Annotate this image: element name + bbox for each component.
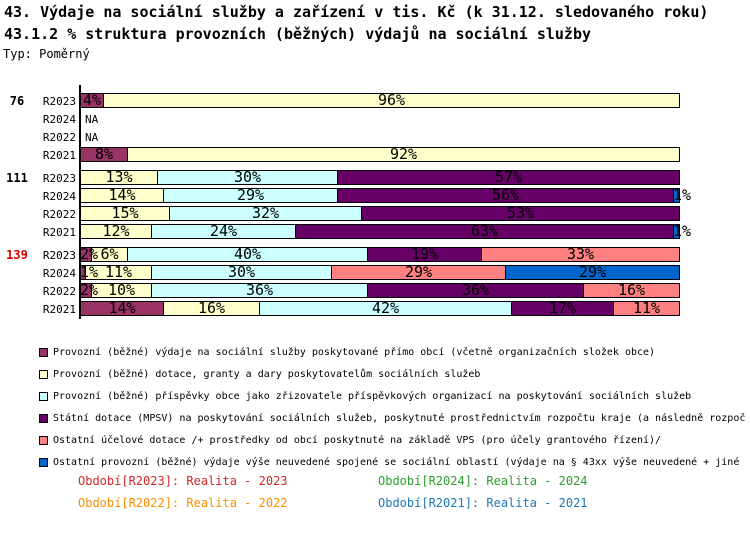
bar-segment bbox=[481, 247, 680, 262]
bar-segment-label: 4% bbox=[82, 91, 102, 109]
row-label: R2023 bbox=[42, 172, 76, 185]
period-label: Období[R2023]: Realita - 2023 bbox=[78, 474, 288, 488]
na-label: NA bbox=[85, 131, 99, 144]
bar-segment-label: 40% bbox=[233, 245, 262, 263]
group-label: 76 bbox=[9, 94, 25, 108]
row-label: R2021 bbox=[42, 303, 76, 316]
bar-segment-label: 10% bbox=[107, 281, 136, 299]
bar-segment-label: 17% bbox=[548, 299, 577, 317]
bar-segment-label: 24% bbox=[209, 222, 238, 240]
bar-segment-label: 29% bbox=[578, 263, 607, 281]
row-label: R2024 bbox=[42, 113, 76, 126]
bar-segment-label: 15% bbox=[111, 204, 139, 222]
row-label: R2023 bbox=[42, 249, 76, 262]
bar-segment-label: 36% bbox=[461, 281, 490, 299]
period-label: Období[R2024]: Realita - 2024 bbox=[378, 474, 588, 488]
legend-swatch bbox=[39, 348, 48, 357]
na-label: NA bbox=[85, 113, 99, 126]
bar-segment bbox=[505, 265, 680, 280]
row-label: R2022 bbox=[42, 285, 76, 298]
bar-segment-label: 96% bbox=[377, 91, 406, 109]
bar-segment-label: 14% bbox=[108, 299, 136, 317]
bar-segment-label: 29% bbox=[236, 186, 265, 204]
bar-segment-label: 42% bbox=[371, 299, 400, 317]
legend-label: Státní dotace (MPSV) na poskytování soci… bbox=[53, 413, 746, 424]
bar-segment-label: 53% bbox=[506, 204, 535, 222]
period-label: Období[R2022]: Realita - 2022 bbox=[78, 496, 288, 510]
legend-label: Provozní (běžné) příspěvky obce jako zři… bbox=[53, 391, 692, 402]
legend-swatch bbox=[39, 392, 48, 401]
group-label: 111 bbox=[6, 171, 28, 185]
row-label: R2021 bbox=[42, 149, 76, 162]
bar-segment bbox=[127, 147, 680, 162]
chart-type-label: Typ: Poměrný bbox=[3, 47, 90, 61]
legend-swatch bbox=[39, 414, 48, 423]
row-label: R2023 bbox=[42, 95, 76, 108]
legend-swatch bbox=[39, 436, 48, 445]
bar-segment-label: 8% bbox=[94, 145, 114, 163]
bar-segment-label: 16% bbox=[617, 281, 646, 299]
legend-label: Provozní (běžné) výdaje na sociální služ… bbox=[53, 347, 656, 358]
legend-swatch bbox=[39, 370, 48, 379]
bar-segment-label: 30% bbox=[227, 263, 256, 281]
row-label: R2021 bbox=[42, 226, 76, 239]
bar-segment-label: 12% bbox=[102, 222, 130, 240]
row-label: R2024 bbox=[42, 190, 76, 203]
legend-label: Ostatní provozní (běžné) výdaje výše neu… bbox=[53, 457, 740, 468]
legend-swatch bbox=[39, 458, 48, 467]
bar-segment bbox=[361, 206, 680, 221]
bar-segment-label: 11% bbox=[632, 299, 661, 317]
bar-segment bbox=[673, 188, 680, 203]
bar-segment-label: 11% bbox=[104, 263, 133, 281]
bar-segment-label: 92% bbox=[389, 145, 418, 163]
axis-line bbox=[79, 85, 81, 165]
bar-segment-label: 57% bbox=[494, 168, 523, 186]
axis-line bbox=[79, 242, 81, 319]
bar-segment-label: 29% bbox=[404, 263, 433, 281]
bar-segment-label: 16% bbox=[197, 299, 226, 317]
bar-segment-label: 30% bbox=[233, 168, 262, 186]
legend-label: Ostatní účelové dotace /+ prostředky od … bbox=[53, 435, 662, 446]
bar-segment bbox=[337, 170, 680, 185]
bar-segment-label: 1% bbox=[673, 186, 692, 204]
chart-title: 43. Výdaje na sociální služby a zařízení… bbox=[4, 3, 709, 21]
bar-segment-label: 33% bbox=[566, 245, 595, 263]
bar-segment-label: 14% bbox=[108, 186, 136, 204]
bar-segment-label: 1% bbox=[673, 222, 692, 240]
chart-subtitle: 43.1.2 % struktura provozních (běžných) … bbox=[4, 25, 591, 43]
row-label: R2024 bbox=[42, 267, 76, 280]
bar-segment-label: 19% bbox=[410, 245, 439, 263]
row-label: R2022 bbox=[42, 131, 76, 144]
bar-segment-label: 63% bbox=[470, 222, 499, 240]
period-label: Období[R2021]: Realita - 2021 bbox=[378, 496, 588, 510]
bar-segment-label: 36% bbox=[245, 281, 274, 299]
bar-segment bbox=[583, 283, 680, 298]
bar-segment bbox=[613, 301, 680, 316]
row-label: R2022 bbox=[42, 208, 76, 221]
bar-segment-label: 13% bbox=[105, 168, 133, 186]
bar-segment bbox=[673, 224, 680, 239]
legend-label: Provozní (běžné) dotace, granty a dary p… bbox=[53, 369, 481, 380]
axis-line bbox=[79, 165, 81, 242]
group-label: 139 bbox=[6, 248, 28, 262]
bar-segment-label: 56% bbox=[491, 186, 520, 204]
bar-segment-label: 32% bbox=[251, 204, 280, 222]
bar-segment bbox=[103, 93, 680, 108]
bar-segment-label: 6% bbox=[100, 245, 119, 263]
